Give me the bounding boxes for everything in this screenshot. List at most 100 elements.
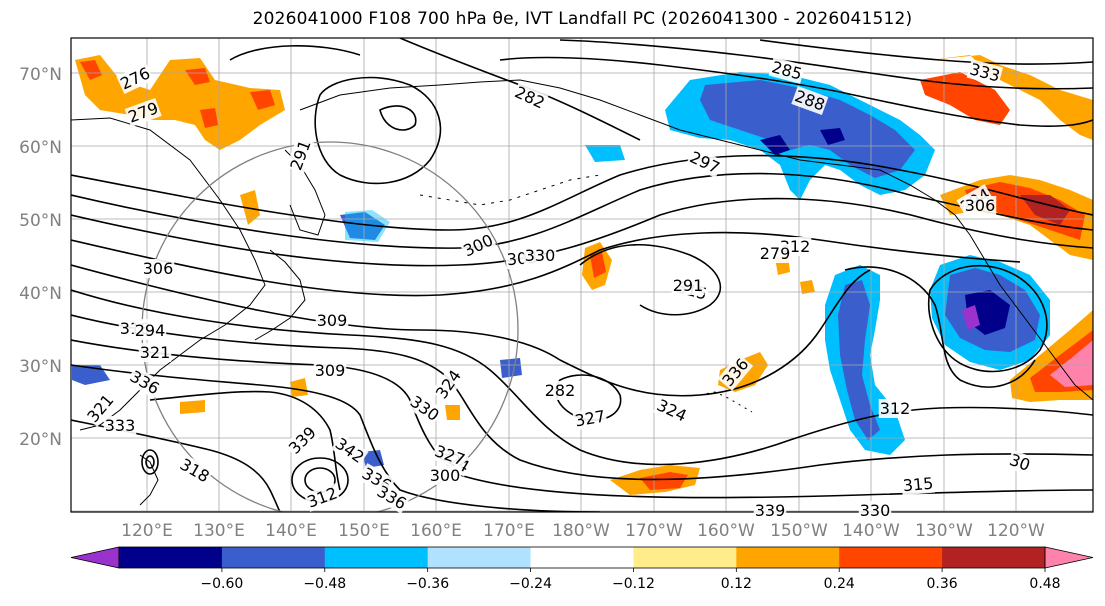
longitude-tick-label: 150°W [770,521,828,541]
contour-label-bg [285,136,315,174]
shade-region-darkblue-alaska [700,80,915,178]
contour-label-bg [330,433,369,468]
contour-label-bg [428,466,462,485]
shade-region-red-sub [640,472,688,490]
coastline-layer [71,79,1093,506]
contour-label: 306 [963,196,997,215]
coast-japan [254,249,306,341]
contour-label-bg [459,229,497,261]
contour-label-bg [133,321,167,340]
coast-namerica [984,259,1093,401]
contour-line [71,314,1093,481]
colorbar-extend-high [1044,546,1094,569]
contour-label-bg [431,365,466,404]
contour-label-bg [753,501,787,520]
coast-asia [71,117,266,431]
contour-line [71,154,1093,231]
longitude-tick-label: 120°E [121,521,173,541]
contour-label-text: 300 [430,466,461,485]
contour-label-text: 312 [880,399,911,418]
contour-label-bg [523,246,557,265]
shade-region-orange-west [75,55,285,150]
colorbar: −0.60 −0.48 −0.36 −0.24 −0.12 0.12 0.24 0.36 0.4… [70,546,1094,592]
shade-region-red-cp [590,252,606,278]
contour-label-bg [175,454,214,487]
contour-label: 300 [428,466,462,485]
contour-label-bg [791,85,829,115]
contour-label: 294 [133,321,167,340]
contour-label-bg [717,353,754,391]
colorbar-tick-label: 0.36 [927,576,958,592]
latitude-labels: 70°N 60°N 50°N 40°N 30°N 20°N [19,65,62,450]
colorbar-segment [736,547,840,568]
latitude-tick-label: 70°N [19,65,62,85]
contour-line [141,449,159,475]
contour-line [927,264,1048,373]
contour-label-text: 306 [965,196,996,215]
contour-label: 306 [141,259,175,278]
longitude-tick-label: 140°E [265,521,317,541]
contour-label-bg [758,244,792,263]
latitude-tick-label: 40°N [19,284,62,304]
contour-label-bg [858,501,892,520]
longitude-tick-label: 160°W [697,521,755,541]
contour-label-text: 306 [143,259,174,278]
shade-region-brown-bc [1020,195,1070,225]
contour-label-bg [653,394,691,426]
contour-label-bg [966,59,1004,86]
shade-region-pink-se [1050,340,1093,387]
colorbar-tick-label: −0.24 [509,576,552,592]
colorbar-tick-label: 0.12 [721,576,752,592]
contour-label-bg [303,482,341,512]
contour-line [71,172,1093,249]
colorbar-segment [633,547,737,568]
shade-region-darkblue-trough [838,280,880,440]
coast-siberia [299,79,641,116]
contour-layer [71,38,1093,512]
latitude-tick-label: 30°N [19,357,62,377]
longitude-tick-label: 140°W [842,521,900,541]
contour-label-text: 315 [902,474,934,496]
latitude-tick-label: 60°N [19,138,62,158]
contour-label-text: 321 [140,343,171,362]
contour-label-bg [284,422,321,459]
contour-label-text: 309 [317,311,348,330]
colorbar-tick-label: −0.12 [612,576,655,592]
contour-label: 309 [315,311,349,330]
contour-label-layer: 2762792822852882912942973003033063093123… [82,57,1034,520]
contour-label: 339 [753,501,787,520]
contour-label-bg [313,361,347,380]
contour-label: 279 [758,244,792,263]
longitude-tick-label: 150°E [338,521,390,541]
map-frame [70,37,1094,513]
contour-line [145,455,155,469]
contour-line [149,390,341,491]
shade-region-navy-alaska [760,128,845,155]
contour-label-bg [82,389,119,427]
colorbar-tick-label: −0.36 [406,576,449,592]
contour-line [579,243,722,316]
contour-label-bg [103,416,137,435]
contour-label-text: 330 [525,246,556,265]
latitude-tick-label: 50°N [19,211,62,231]
contour-label-bg [1006,449,1034,476]
shade-region-lightblue-alaska [585,145,625,162]
contour-label-bg [405,391,444,426]
contour-label-text: 330 [860,501,891,520]
contour-line [71,264,871,397]
longitude-labels: 120°E 130°E 140°E 150°E 160°E 170°E 180°W 170°W… [121,521,1045,541]
contour-label-bg [768,57,806,84]
longitude-tick-label: 160°E [410,521,462,541]
colorbar-frame [118,546,1046,569]
contour-label: 333 [103,416,137,435]
shade-region-lightblue-small [345,210,390,242]
contour-label-bg [125,366,164,399]
coast-aleutians [419,174,601,206]
contour-label-bg [572,406,608,431]
contour-label: 309 [313,361,347,380]
latitude-tick-label: 20°N [19,430,62,450]
contour-line [559,39,1093,90]
contour-label-bg [116,62,154,94]
contour-line [71,197,1093,267]
